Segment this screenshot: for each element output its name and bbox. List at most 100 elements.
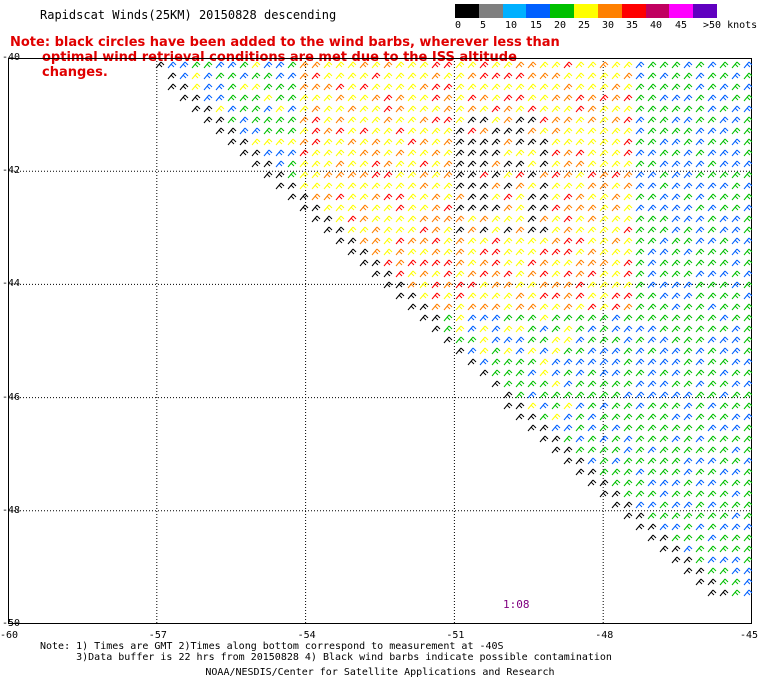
wind-barb	[227, 127, 237, 135]
wind-barb	[431, 292, 441, 300]
wind-barb	[635, 83, 645, 91]
wind-barb	[503, 149, 513, 157]
wind-barb	[659, 380, 669, 388]
wind-barb	[731, 105, 741, 113]
wind-barb	[707, 391, 717, 399]
wind-barb	[539, 193, 549, 201]
wind-barb	[551, 281, 561, 289]
wind-barb	[719, 248, 729, 256]
wind-barb	[659, 116, 669, 124]
wind-barb	[659, 226, 669, 234]
wind-barb	[611, 193, 621, 201]
wind-barb	[719, 490, 729, 498]
wind-barb	[335, 116, 345, 124]
wind-barb	[491, 347, 501, 355]
wind-barb	[635, 116, 645, 124]
wind-barb	[575, 391, 585, 399]
wind-barb	[539, 171, 549, 179]
wind-barb	[731, 512, 741, 520]
wind-barb	[551, 160, 561, 168]
wind-barb	[671, 501, 681, 509]
wind-barb	[215, 116, 225, 124]
wind-barb	[659, 248, 669, 256]
wind-barb	[647, 446, 657, 454]
wind-barb	[659, 292, 669, 300]
wind-barb	[695, 281, 705, 289]
wind-barb	[635, 347, 645, 355]
wind-barb	[539, 303, 549, 311]
wind-barb	[563, 380, 573, 388]
wind-barb	[587, 94, 597, 102]
wind-barb	[671, 468, 681, 476]
wind-barb	[731, 281, 741, 289]
wind-barb	[527, 83, 537, 91]
wind-barb	[611, 149, 621, 157]
wind-barb	[515, 325, 525, 333]
wind-barb	[719, 468, 729, 476]
wind-barb	[551, 149, 561, 157]
wind-barb	[683, 182, 693, 190]
pass-time-label: 1:08	[503, 598, 530, 611]
wind-barb	[575, 83, 585, 91]
wind-barb	[479, 138, 489, 146]
wind-barb	[599, 413, 609, 421]
wind-barb	[731, 72, 741, 80]
wind-barb	[323, 204, 333, 212]
wind-barb	[239, 83, 249, 91]
wind-barb	[647, 270, 657, 278]
wind-barb	[719, 303, 729, 311]
wind-barb	[611, 435, 621, 443]
wind-barb	[407, 127, 417, 135]
wind-barb	[551, 391, 561, 399]
wind-barb	[215, 94, 225, 102]
wind-barb	[659, 61, 669, 69]
wind-barb	[443, 127, 453, 135]
wind-barb	[443, 248, 453, 256]
wind-barb	[311, 127, 321, 135]
wind-barb	[455, 105, 465, 113]
colorbar-label: 10	[505, 20, 518, 31]
wind-barb	[551, 259, 561, 267]
wind-barb	[635, 501, 645, 509]
wind-barb	[311, 61, 321, 69]
wind-barb	[707, 237, 717, 245]
wind-barb	[323, 160, 333, 168]
wind-barb	[671, 314, 681, 322]
wind-barb	[431, 171, 441, 179]
wind-barb	[731, 94, 741, 102]
wind-barb	[599, 336, 609, 344]
wind-barb	[683, 435, 693, 443]
wind-barb	[623, 424, 633, 432]
wind-barb	[311, 105, 321, 113]
wind-barb	[371, 72, 381, 80]
wind-barb	[611, 424, 621, 432]
wind-barb	[659, 391, 669, 399]
wind-barb	[539, 413, 549, 421]
wind-barb	[599, 468, 609, 476]
wind-barb	[635, 391, 645, 399]
wind-barb	[719, 281, 729, 289]
wind-barb	[647, 424, 657, 432]
wind-barb	[431, 259, 441, 267]
wind-barb	[695, 347, 705, 355]
wind-barb	[239, 138, 249, 146]
wind-barb	[587, 413, 597, 421]
wind-barb	[527, 226, 537, 234]
wind-barb	[371, 160, 381, 168]
wind-barb	[539, 138, 549, 146]
wind-barb	[707, 589, 717, 597]
colorbar-labels: 0 5 10 15 20 25 30 35 40 45 >50 knots	[450, 20, 760, 34]
wind-barb	[659, 523, 669, 531]
note-line-1: Note: black circles have been added to t…	[10, 35, 560, 50]
wind-barb	[695, 457, 705, 465]
wind-barb	[683, 204, 693, 212]
wind-barb	[527, 270, 537, 278]
wind-barb	[599, 149, 609, 157]
wind-barb	[239, 105, 249, 113]
wind-barb	[707, 424, 717, 432]
wind-barb	[419, 204, 429, 212]
wind-barb	[695, 292, 705, 300]
wind-barb	[671, 303, 681, 311]
wind-barb	[695, 391, 705, 399]
wind-barb	[491, 83, 501, 91]
